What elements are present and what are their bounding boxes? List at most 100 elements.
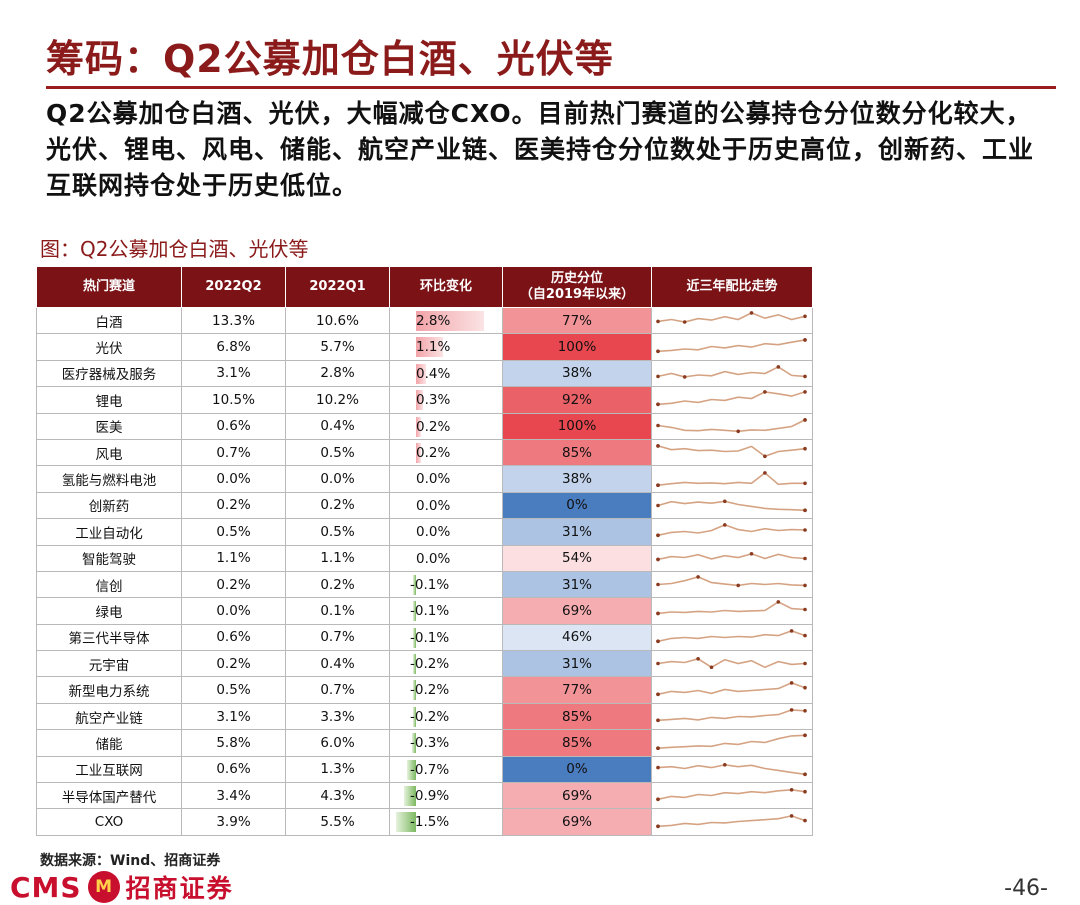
- sparkline-marker: [656, 765, 660, 770]
- trend-sparkline: [656, 337, 807, 353]
- sparkline-marker: [696, 657, 700, 661]
- sector-cell: 光伏: [36, 333, 182, 361]
- q1-cell: 10.6%: [285, 306, 390, 335]
- sparkline-path: [657, 789, 806, 801]
- sparkline-marker: [656, 319, 660, 324]
- change-value: -0.2%: [410, 656, 450, 673]
- trend-sparkline: [656, 628, 807, 643]
- sparkline-marker: [656, 402, 660, 407]
- sparkline-marker: [656, 533, 660, 538]
- trend-sparkline: [656, 708, 807, 723]
- change-cell: -0.2%: [389, 650, 503, 678]
- trend-sparkline: [656, 600, 807, 616]
- q1-cell: 3.3%: [285, 702, 390, 731]
- q1-cell: 0.7%: [285, 623, 390, 652]
- header-percentile-line1: 历史分位: [550, 271, 603, 286]
- sparkline-marker: [656, 349, 660, 353]
- change-value: -0.2%: [410, 708, 450, 725]
- table-row: 信创 0.2% 0.2% -0.1% 31%: [36, 570, 813, 599]
- table-row: 锂电 10.5% 10.2% 0.3% 92%: [36, 386, 813, 414]
- change-value: 0.0%: [416, 524, 451, 541]
- sparkline-marker: [803, 709, 807, 713]
- change-bar: [396, 812, 416, 833]
- sparkline-path: [657, 338, 806, 352]
- percentile-cell: 31%: [502, 570, 652, 599]
- sparkline-marker: [803, 390, 807, 395]
- sparkline-marker: [789, 628, 794, 633]
- sparkline-marker: [803, 733, 807, 738]
- trend-cell: [651, 782, 813, 810]
- sparkline-marker: [656, 557, 660, 561]
- sparkline-marker: [763, 454, 767, 459]
- sparkline-marker: [656, 482, 660, 487]
- holdings-table: 热门赛道 2022Q2 2022Q1 环比变化 历史分位 （自2019年以来） …: [36, 266, 813, 836]
- sector-cell: 信创: [36, 570, 182, 599]
- change-value: -0.3%: [410, 735, 450, 752]
- sparkline-marker: [803, 772, 807, 776]
- page-title: 筹码：Q2公募加仓白酒、光伏等: [46, 37, 614, 81]
- sparkline-marker: [803, 314, 807, 319]
- sparkline-path: [657, 500, 806, 512]
- trend-cell: [651, 570, 813, 599]
- trend-sparkline: [656, 444, 807, 459]
- sparkline-path: [657, 418, 806, 432]
- q2-cell: 0.6%: [181, 412, 286, 440]
- change-value: 0.0%: [416, 497, 451, 514]
- table-row: 储能 5.8% 6.0% -0.3% 85%: [36, 729, 813, 757]
- header-2022q1: 2022Q1: [285, 266, 390, 308]
- sparkline-marker: [803, 790, 807, 794]
- trend-sparkline: [656, 499, 807, 513]
- table-row: 光伏 6.8% 5.7% 1.1% 100%: [36, 333, 813, 361]
- sparkline-path: [657, 471, 805, 486]
- change-value: -0.1%: [410, 629, 450, 646]
- sector-cell: 白酒: [36, 306, 182, 335]
- q2-cell: 10.5%: [181, 386, 286, 414]
- page-number: -46-: [1004, 876, 1048, 901]
- change-bar: [404, 786, 416, 807]
- change-value: 0.0%: [416, 550, 451, 567]
- sparkline-marker: [736, 583, 740, 588]
- sector-cell: CXO: [36, 808, 182, 836]
- sparkline-marker: [749, 311, 754, 315]
- change-value: -0.7%: [410, 761, 450, 778]
- company-logo: CMS M 招商证券: [10, 870, 234, 904]
- sparkline-marker: [789, 813, 794, 818]
- q1-cell: 1.1%: [285, 544, 390, 572]
- change-value: 2.8%: [416, 313, 451, 329]
- trend-sparkline: [656, 680, 807, 696]
- change-value: -0.2%: [410, 682, 450, 699]
- sparkline-marker: [656, 692, 660, 696]
- q1-cell: 1.3%: [285, 755, 390, 784]
- q1-cell: 0.5%: [285, 518, 390, 546]
- sector-cell: 半导体国产替代: [36, 782, 182, 810]
- q1-cell: 2.8%: [285, 359, 390, 388]
- sparkline-marker: [789, 680, 794, 685]
- percentile-cell: 69%: [502, 597, 652, 625]
- sector-cell: 工业自动化: [36, 518, 182, 546]
- sparkline-marker: [803, 685, 807, 690]
- sparkline-marker: [723, 762, 727, 767]
- q1-cell: 0.7%: [285, 676, 390, 704]
- sparkline-marker: [723, 499, 727, 504]
- trend-cell: [651, 808, 813, 836]
- change-bar: [416, 390, 424, 411]
- table-row: 白酒 13.3% 10.6% 2.8% 77%: [36, 306, 813, 335]
- change-bar: [416, 363, 426, 384]
- change-value: 1.1%: [416, 339, 451, 356]
- change-cell: 0.2%: [389, 438, 503, 467]
- sector-cell: 储能: [36, 729, 182, 757]
- percentile-cell: 92%: [502, 386, 652, 414]
- percentile-cell: 77%: [502, 676, 652, 704]
- sector-cell: 创新药: [36, 491, 182, 520]
- change-bar: [412, 733, 416, 754]
- change-cell: 0.0%: [389, 465, 503, 493]
- change-cell: 0.3%: [389, 386, 503, 414]
- percentile-cell: 100%: [502, 333, 652, 361]
- change-value: 0.4%: [416, 365, 451, 382]
- q1-cell: 0.0%: [285, 465, 390, 493]
- sparkline-marker: [803, 608, 807, 612]
- sparkline-path: [657, 391, 806, 406]
- q1-cell: 0.2%: [285, 570, 390, 599]
- trend-sparkline: [656, 762, 807, 776]
- change-cell: 0.0%: [389, 518, 503, 546]
